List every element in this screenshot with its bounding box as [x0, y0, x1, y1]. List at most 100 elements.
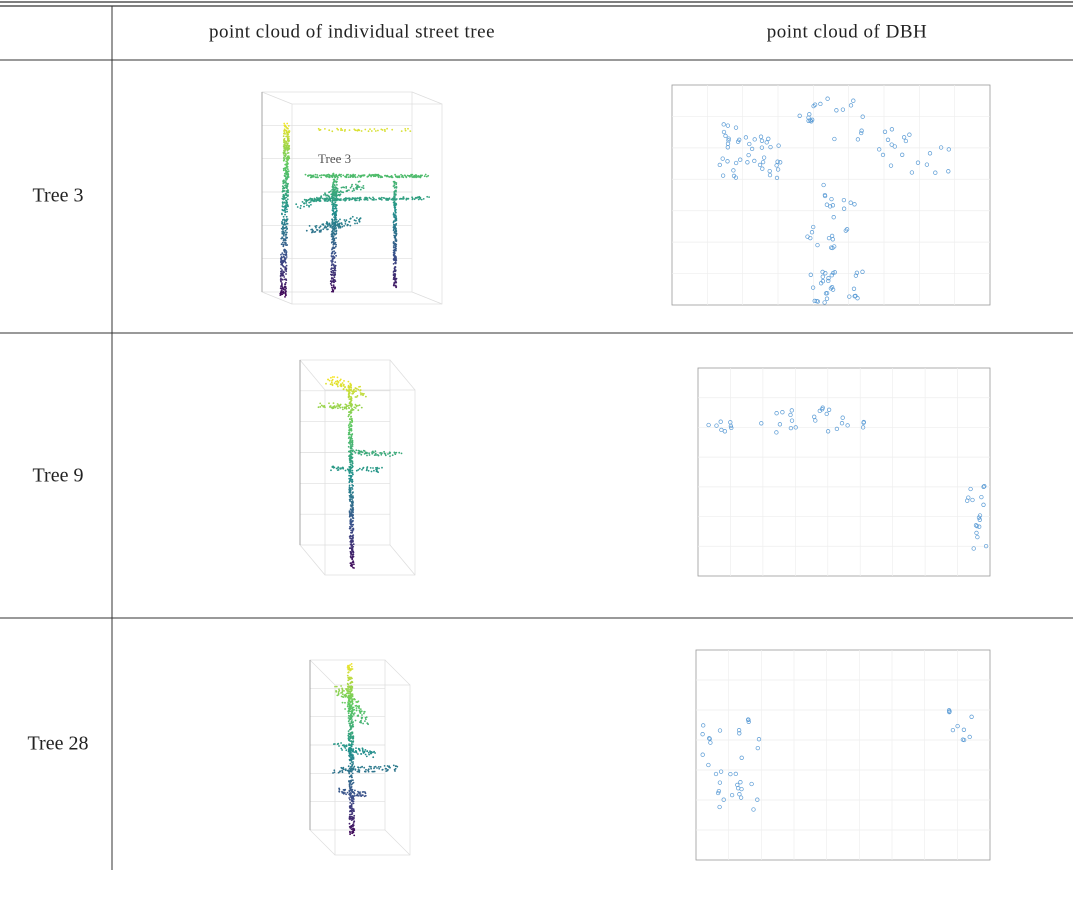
cloud-point	[349, 429, 351, 431]
cloud-point	[332, 376, 334, 378]
cloud-point	[361, 766, 363, 768]
cloud-point	[335, 255, 337, 257]
cloud-point	[332, 259, 334, 261]
cloud-point	[350, 402, 352, 404]
cloud-point	[321, 174, 323, 176]
cloud-point	[351, 525, 353, 527]
cloud-point	[283, 190, 285, 192]
cloud-point	[351, 399, 353, 401]
cloud-point	[304, 203, 306, 205]
cloud-point	[308, 199, 310, 201]
cloud-point	[333, 199, 335, 201]
cloud-point	[374, 128, 376, 130]
cloud-point	[375, 199, 377, 201]
cloud-point	[331, 227, 333, 229]
cloud-point	[323, 194, 325, 196]
cloud-point	[335, 252, 337, 254]
cloud-point	[346, 745, 348, 747]
cloud-point	[303, 206, 305, 208]
cloud-point	[357, 795, 359, 797]
cloud-point	[401, 130, 403, 132]
plot-frame	[412, 292, 442, 304]
cloud-point	[351, 681, 353, 683]
cloud-point	[405, 130, 407, 132]
cloud-point	[351, 804, 353, 806]
cloud-point	[353, 707, 355, 709]
cloud-point	[386, 176, 388, 178]
row-label: Tree 28	[28, 733, 89, 755]
cloud-point	[393, 191, 395, 193]
cloud-point	[341, 129, 343, 131]
cloud-point	[350, 384, 352, 386]
cloud-point	[406, 198, 408, 200]
cloud-point	[378, 197, 380, 199]
cloud-point	[352, 524, 354, 526]
cloud-point	[350, 766, 352, 768]
cloud-point	[370, 467, 372, 469]
cloud-point	[394, 174, 396, 176]
cloud-point	[349, 480, 351, 482]
cloud-point	[393, 183, 395, 185]
cloud-point	[392, 199, 394, 201]
cloud-point	[314, 198, 316, 200]
cloud-point	[324, 225, 326, 227]
cloud-point	[333, 236, 335, 238]
cloud-point	[333, 216, 335, 218]
cloud-point	[319, 406, 321, 408]
cloud-point	[356, 710, 358, 712]
cloud-point	[338, 745, 340, 747]
plot-frame	[390, 360, 415, 390]
cloud-point	[395, 269, 397, 271]
cloud-point	[399, 176, 401, 178]
cloud-point	[353, 189, 355, 191]
cloud-point	[355, 705, 357, 707]
cloud-point	[352, 724, 354, 726]
cloud-point	[328, 129, 330, 131]
cloud-point	[355, 390, 357, 392]
cloud-point	[331, 219, 333, 221]
cloud-point	[285, 193, 287, 195]
cloud-point	[331, 204, 333, 206]
cloud-point	[282, 244, 284, 246]
cloud-point	[282, 242, 284, 244]
cloud-point	[394, 199, 396, 201]
cloud-point	[334, 686, 336, 688]
cloud-point	[283, 276, 285, 278]
cloud-point	[347, 688, 349, 690]
cloud-point	[354, 219, 356, 221]
cloud-point	[353, 128, 355, 130]
cloud-point	[353, 567, 355, 569]
page: {"table": { "header": {"col1": "point cl…	[0, 0, 1073, 897]
plot-frame	[292, 104, 442, 304]
cloud-point	[329, 380, 331, 382]
cloud-point	[338, 772, 340, 774]
cloud-point	[355, 387, 357, 389]
cloud-point	[350, 774, 352, 776]
cloud-point	[300, 205, 302, 207]
cloud-point	[361, 407, 363, 409]
cloud-point	[343, 789, 345, 791]
cloud-point	[330, 377, 332, 379]
cloud-point	[330, 469, 332, 471]
cloud-point	[285, 253, 287, 255]
cloud-point	[347, 224, 349, 226]
cloud-point	[309, 225, 311, 227]
cloud-point	[352, 748, 354, 750]
cloud-point	[316, 229, 318, 231]
cloud-point	[350, 538, 352, 540]
cloud-point	[350, 476, 352, 478]
cloud-point	[346, 175, 348, 177]
plot-frame	[300, 545, 325, 575]
cloud-point	[351, 514, 353, 516]
cloud-point	[288, 148, 290, 150]
cloud-point	[330, 383, 332, 385]
cloud-point	[401, 453, 403, 455]
cloud-point	[284, 138, 286, 140]
cloud-point	[349, 398, 351, 400]
cloud-point	[352, 825, 354, 827]
cloud-point	[375, 450, 377, 452]
cloud-point	[350, 463, 352, 465]
cloud-point	[351, 666, 353, 668]
cloud-point	[344, 219, 346, 221]
cloud-point	[351, 736, 353, 738]
